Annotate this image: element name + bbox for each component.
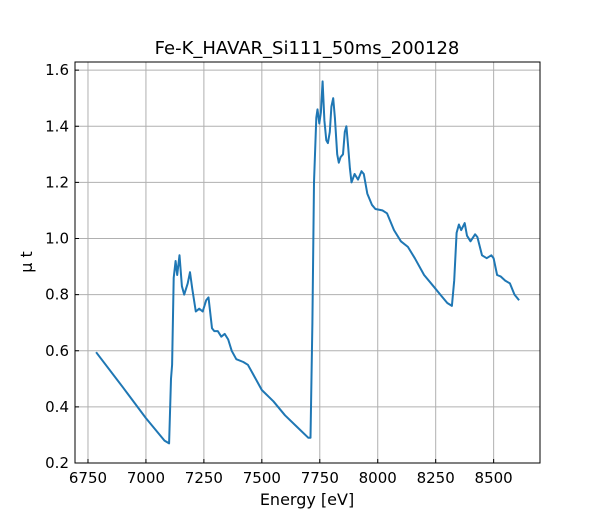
x-tick-label: 6750 — [69, 469, 107, 487]
x-tick-label: 7250 — [185, 469, 223, 487]
y-tick-label: 0.6 — [45, 342, 69, 360]
x-tick-label: 7500 — [243, 469, 281, 487]
y-tick-label: 1.0 — [45, 230, 69, 248]
x-tick-label: 8250 — [417, 469, 455, 487]
x-tick-label: 7750 — [301, 469, 339, 487]
series-line-mu_t — [95, 80, 520, 445]
x-tick-label: 8000 — [359, 469, 397, 487]
x-tick-label: 8500 — [475, 469, 513, 487]
y-tick-label: 1.2 — [45, 173, 69, 191]
series — [95, 80, 520, 445]
chart-title: Fe-K_HAVAR_Si111_50ms_200128 — [155, 38, 460, 59]
y-tick-label: 0.8 — [45, 286, 69, 304]
x-axis-label: Energy [eV] — [260, 490, 354, 509]
plot-frame — [74, 61, 541, 464]
y-tick-label: 0.4 — [45, 398, 69, 416]
y-tick-label: 0.2 — [45, 454, 69, 472]
y-tick-label: 1.6 — [45, 61, 69, 79]
y-axis-label: μ t — [17, 251, 36, 273]
y-tick-label: 1.4 — [45, 117, 69, 135]
x-tick-label: 7000 — [127, 469, 165, 487]
ticks: 6750 7000 7250 7500 7750 8000 8250 8500 0.2 0.4 0.… — [45, 61, 513, 487]
grid — [75, 62, 540, 464]
